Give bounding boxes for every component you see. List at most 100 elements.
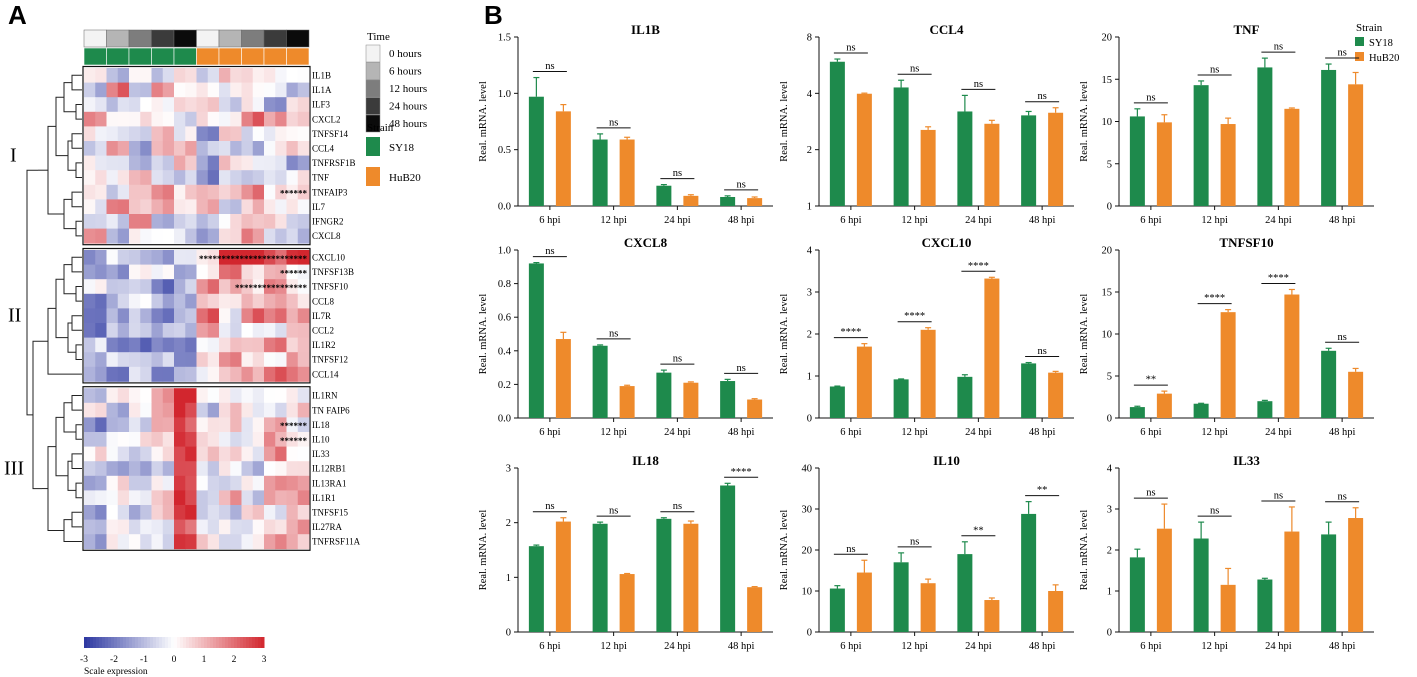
heatmap-cell	[219, 388, 231, 404]
heatmap-cell	[84, 82, 96, 98]
heatmap-cell	[297, 519, 310, 535]
y-tick-label: 15	[1102, 75, 1113, 86]
heatmap-cell	[185, 184, 197, 200]
chart-title: IL33	[1233, 453, 1260, 468]
heatmap-cell	[297, 82, 310, 98]
heatmap-cell	[207, 388, 220, 404]
cluster-label: II	[8, 305, 21, 327]
heatmap-cell	[129, 323, 141, 338]
colorbar-step	[87, 637, 91, 648]
heatmap-cell	[230, 141, 242, 156]
heatmap-cell	[174, 505, 186, 520]
bar-sy18	[592, 139, 608, 206]
colorbar-step	[90, 637, 94, 648]
heatmap-cell	[174, 184, 186, 200]
heatmap-cell	[219, 228, 231, 244]
significance-mark: ******	[280, 189, 308, 199]
bar-hub20	[747, 587, 763, 632]
heatmap-cell	[241, 461, 254, 477]
colorbar-tick: -3	[80, 655, 88, 665]
heatmap-cell	[84, 490, 96, 506]
chart-title: CXCL8	[624, 235, 668, 250]
strain-cell	[151, 47, 175, 66]
heatmap-cell	[241, 279, 254, 295]
heatmap-cell	[117, 388, 130, 404]
bar-sy18	[1321, 69, 1337, 206]
heatmap-cell	[95, 184, 107, 200]
dendrogram-branch	[55, 416, 68, 477]
cluster-label: I	[10, 145, 17, 167]
significance-mark: ****************	[235, 283, 308, 293]
heatmap-cell	[117, 323, 130, 338]
heatmap-cell	[286, 490, 299, 506]
heatmap-cell	[185, 279, 197, 295]
heatmap-cell	[84, 388, 96, 404]
heatmap-cell	[162, 490, 175, 506]
heatmap-cell	[140, 97, 152, 113]
x-tick-label: 6 hpi	[539, 215, 560, 226]
heatmap-cell	[297, 250, 310, 265]
heatmap-cell	[207, 366, 220, 382]
dendrogram-branch	[63, 402, 76, 433]
heatmap-cell	[241, 337, 254, 353]
heatmap-cell	[219, 432, 231, 447]
heatmap-cell	[106, 141, 119, 156]
gene-label: TNFRSF11A	[312, 537, 361, 547]
x-tick-label: 12 hpi	[901, 427, 928, 438]
heatmap-cell	[117, 170, 130, 186]
heatmap-cell	[95, 293, 107, 309]
x-tick-label: 12 hpi	[901, 641, 928, 652]
heatmap-cell	[241, 264, 254, 280]
heatmap-cell	[230, 402, 242, 418]
heatmap-cell	[162, 293, 175, 309]
heatmap-cell	[297, 184, 310, 200]
heatmap-cell	[151, 126, 164, 142]
y-axis-label: Real. mRNA. level	[478, 510, 489, 591]
bar-hub20	[555, 521, 571, 632]
heatmap-cell	[185, 155, 197, 171]
heatmap-cell	[117, 490, 130, 506]
heatmap-cell	[219, 505, 231, 520]
heatmap-cell	[151, 337, 164, 353]
heatmap-cell	[174, 337, 186, 353]
heatmap-cell	[151, 461, 164, 477]
heatmap-cell	[297, 293, 310, 309]
heatmap-cell	[264, 388, 276, 404]
colorbar-step	[129, 637, 133, 648]
bar-sy18	[592, 523, 608, 632]
dendrogram-branch	[63, 519, 82, 542]
y-tick-label: 1	[1107, 587, 1112, 598]
time-legend-label: 12 hours	[389, 83, 427, 95]
colorbar-step	[261, 637, 265, 648]
bar-sy18	[829, 386, 845, 418]
gene-label: IL13RA1	[312, 478, 347, 488]
heatmap-cell	[117, 214, 130, 229]
heatmap-cell	[230, 228, 242, 244]
heatmap-cell	[162, 199, 175, 215]
heatmap-cell	[219, 264, 231, 280]
bar-hub20	[1284, 108, 1300, 206]
heatmap-cell	[140, 293, 152, 309]
heatmap-cell	[162, 461, 175, 477]
heatmap-cell	[275, 534, 287, 550]
heatmap-cell	[140, 126, 152, 142]
heatmap-cell	[264, 505, 276, 520]
heatmap-cell	[129, 446, 141, 462]
heatmap-cell	[219, 446, 231, 462]
bar-hub20	[1348, 84, 1364, 206]
heatmap-cell	[162, 279, 175, 295]
heatmap-cell	[230, 155, 242, 171]
heatmap-cell	[286, 402, 299, 418]
heatmap-cell	[252, 141, 265, 156]
colorbar-step	[123, 637, 127, 648]
heatmap-cell	[129, 534, 141, 550]
heatmap-cell	[185, 250, 197, 265]
heatmap-cell	[196, 323, 209, 338]
heatmap-cell	[84, 264, 96, 280]
heatmap-cell	[264, 519, 276, 535]
heatmap-cell	[297, 97, 310, 113]
heatmap-cell	[196, 337, 209, 353]
x-tick-label: 12 hpi	[600, 215, 627, 226]
significance-label: ****	[1268, 273, 1289, 284]
colorbar-step	[138, 637, 142, 648]
